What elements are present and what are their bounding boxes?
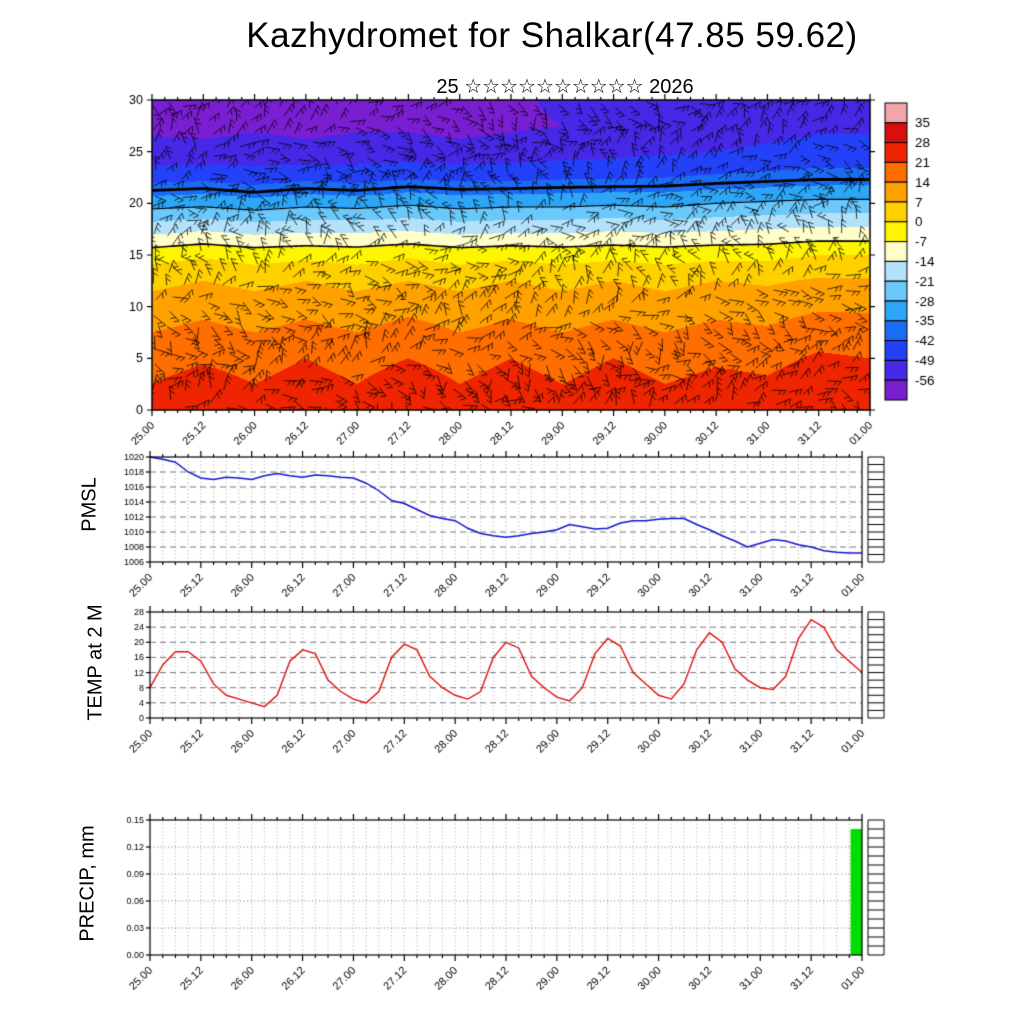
page-title: Kazhydromet for Shalkar(47.85 59.62): [246, 16, 858, 55]
cross-section-chart: [0, 88, 880, 460]
temp-chart: [0, 606, 1024, 766]
pmsl-chart: [0, 450, 1024, 608]
colorbar: [880, 88, 1024, 428]
precip-chart: [0, 812, 1024, 992]
